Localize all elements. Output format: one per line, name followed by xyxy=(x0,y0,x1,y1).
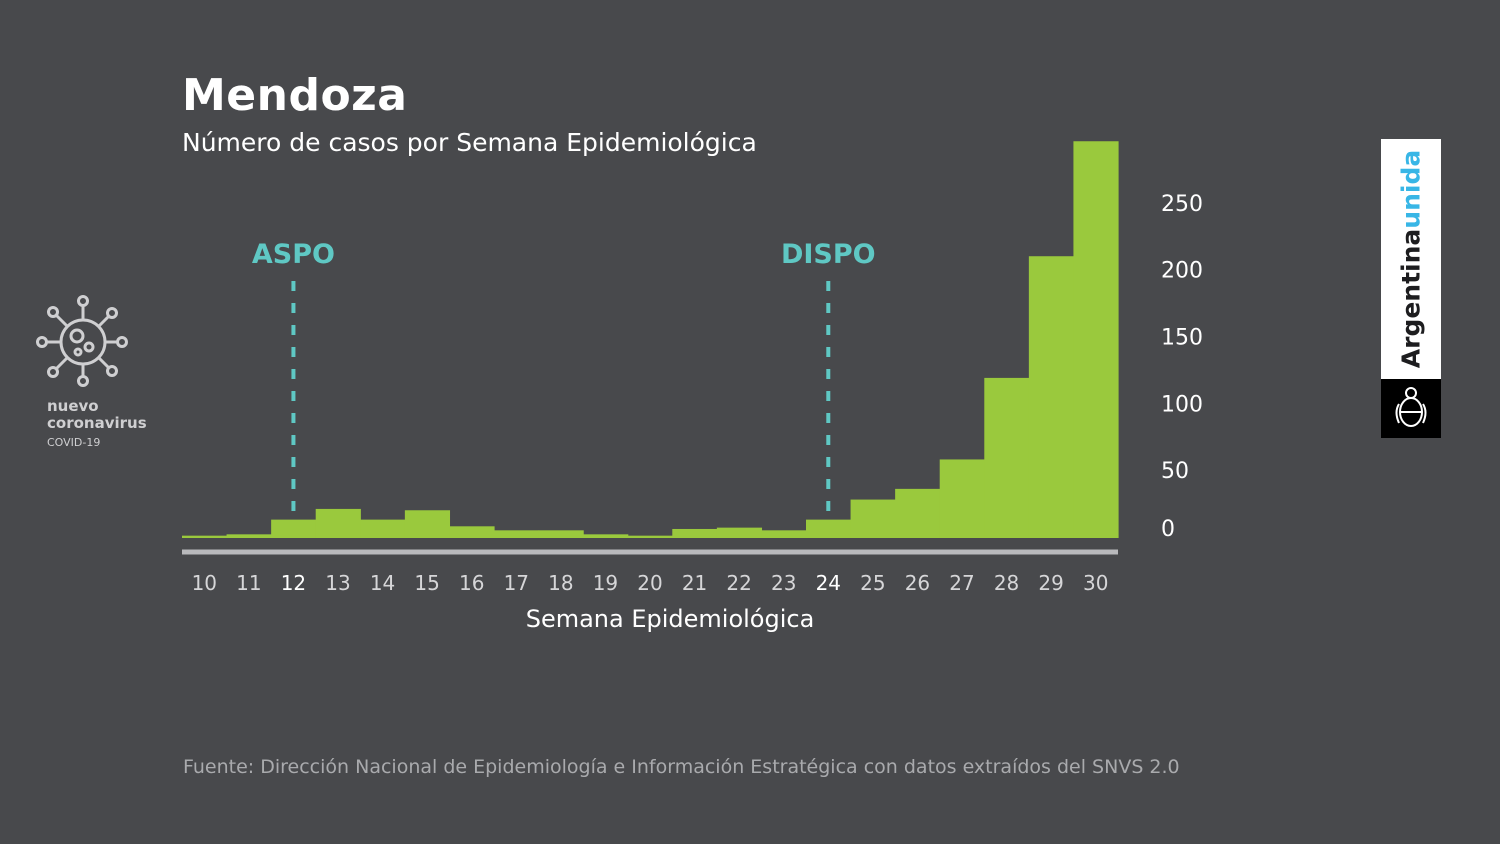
bar-week-26 xyxy=(895,488,941,538)
x-tick-label: 10 xyxy=(192,571,217,595)
x-tick-label: 25 xyxy=(860,571,885,595)
x-tick-label: 21 xyxy=(682,571,707,595)
brand-word-1: Argentina xyxy=(1396,228,1426,369)
logo-line-2: coronavirus xyxy=(47,414,147,432)
virus-icon xyxy=(36,295,128,387)
y-axis-ticks: 0 50 100 150 200 250 xyxy=(1161,192,1203,542)
bar-week-28 xyxy=(984,377,1030,538)
x-tick-label: 18 xyxy=(548,571,573,595)
x-tick-label: 27 xyxy=(949,571,974,595)
x-tick-label: 20 xyxy=(637,571,662,595)
y-tick-label: 0 xyxy=(1161,517,1175,542)
x-tick-label: 12 xyxy=(281,571,306,595)
bar-week-14 xyxy=(360,519,406,538)
x-tick-label: 11 xyxy=(236,571,261,595)
bar-week-23 xyxy=(761,530,807,538)
brand-panel: Argentinaunida xyxy=(1381,139,1441,379)
x-axis-label: Semana Epidemiológica xyxy=(525,605,815,633)
x-tick-label: 23 xyxy=(771,571,796,595)
x-axis-ticks: 10 11 12 13 14 15 16 17 18 19 20 21 22 23 24 25 26 27 28 29… xyxy=(192,571,1109,595)
bar-series xyxy=(182,141,1119,538)
annotation-label-dispo: DISPO xyxy=(781,239,876,270)
logo-line-3: COVID-19 xyxy=(47,436,101,449)
bar-week-30 xyxy=(1073,141,1119,538)
bar-week-29 xyxy=(1028,256,1075,538)
bar-week-11 xyxy=(226,534,272,538)
bar-week-10 xyxy=(182,535,228,538)
annotation-label-aspo: ASPO xyxy=(252,239,335,270)
y-tick-label: 50 xyxy=(1161,459,1189,484)
nuevo-coronavirus-logo: nuevo coronavirus COVID-19 xyxy=(28,292,168,462)
bar-week-19 xyxy=(583,534,629,538)
y-tick-label: 100 xyxy=(1161,392,1203,417)
x-tick-label: 29 xyxy=(1038,571,1063,595)
bar-week-17 xyxy=(494,530,540,538)
x-tick-label: 16 xyxy=(459,571,484,595)
bar-week-25 xyxy=(850,499,896,538)
x-tick-label: 30 xyxy=(1083,571,1108,595)
x-tick-label: 24 xyxy=(816,571,841,595)
bar-week-24 xyxy=(806,519,852,538)
x-tick-label: 28 xyxy=(994,571,1019,595)
chart-subtitle: Número de casos por Semana Epidemiológic… xyxy=(182,128,757,157)
y-tick-label: 250 xyxy=(1161,192,1203,217)
x-tick-label: 17 xyxy=(504,571,529,595)
bar-week-12 xyxy=(271,519,317,538)
bar-week-27 xyxy=(939,459,985,538)
x-tick-label: 19 xyxy=(593,571,618,595)
logo-line-1: nuevo xyxy=(47,397,99,415)
argentina-unida-logo: Argentinaunida xyxy=(1381,139,1441,438)
bar-week-22 xyxy=(716,527,763,538)
bar-week-15 xyxy=(404,510,451,538)
emblem-panel xyxy=(1381,379,1441,438)
bar-week-13 xyxy=(315,508,361,538)
x-tick-label: 22 xyxy=(726,571,751,595)
page-title: Mendoza xyxy=(182,70,408,121)
annotation-markers: ASPO DISPO xyxy=(252,239,876,518)
y-tick-label: 150 xyxy=(1161,325,1203,350)
x-tick-label: 13 xyxy=(325,571,350,595)
x-tick-label: 15 xyxy=(414,571,439,595)
x-tick-label: 14 xyxy=(370,571,395,595)
bar-week-18 xyxy=(538,530,584,538)
x-tick-label: 26 xyxy=(905,571,930,595)
y-tick-label: 200 xyxy=(1161,259,1203,284)
coat-of-arms-icon xyxy=(1395,387,1427,427)
source-note: Fuente: Dirección Nacional de Epidemiolo… xyxy=(183,756,1180,778)
bar-week-16 xyxy=(449,526,495,538)
bar-week-21 xyxy=(672,528,718,538)
brand-word-2: unida xyxy=(1396,149,1426,229)
brand-wordmark: Argentinaunida xyxy=(1397,150,1426,368)
bar-week-20 xyxy=(627,535,673,538)
